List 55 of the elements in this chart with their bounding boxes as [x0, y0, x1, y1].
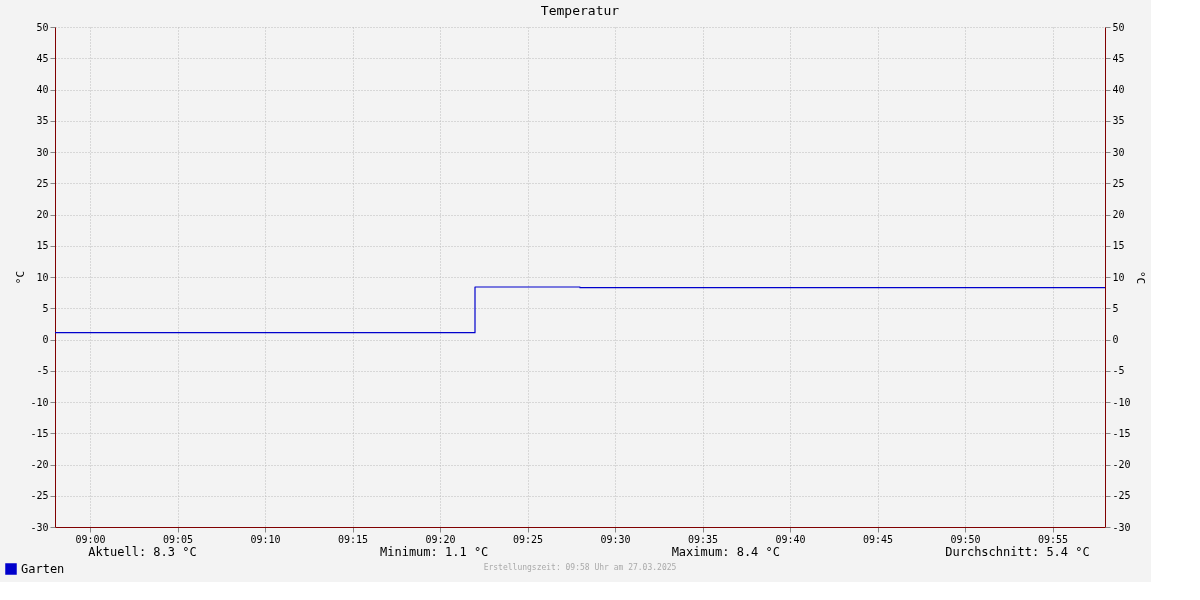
legend-label: Garten: [21, 562, 65, 576]
y-tick-label: 5: [42, 302, 49, 314]
y-tick-label: -5: [36, 365, 49, 377]
y2-tick-label: 30: [1112, 146, 1125, 158]
x-tick-label: 09:20: [425, 533, 456, 545]
y-tick-label: -15: [30, 427, 49, 439]
y2-tick-label: -20: [1112, 459, 1131, 470]
y2-tick-label: -15: [1112, 427, 1131, 439]
x-tick-label: 09:50: [950, 533, 981, 545]
y2-tick-label: 0: [1112, 334, 1119, 345]
chart-title: Temperatur: [540, 3, 620, 18]
y-tick-label: 0: [42, 334, 49, 345]
y-tick-label: -30: [30, 521, 49, 533]
x-tick-label: 09:00: [75, 533, 106, 545]
y-tick-label: 25: [36, 177, 49, 189]
y-tick-label: -10: [30, 396, 49, 408]
x-tick-label: 09:35: [687, 533, 719, 545]
y-tick-label: 45: [36, 52, 49, 64]
y2-tick-label: 35: [1112, 115, 1125, 127]
y2-tick-label: 5: [1112, 302, 1119, 314]
y2-tick-label: 10: [1112, 271, 1125, 283]
y-tick-label: -25: [30, 490, 49, 502]
x-tick-label: 09:45: [862, 533, 894, 545]
y2-tick-label: -10: [1112, 396, 1131, 408]
x-tick-label: 09:10: [250, 533, 281, 545]
y-tick-label: 10: [36, 271, 49, 283]
y2-tick-label: 40: [1112, 84, 1125, 95]
y2-axis-title: °C: [1133, 270, 1147, 285]
x-tick-label: 09:40: [775, 533, 806, 545]
y-tick-label: 15: [36, 240, 49, 252]
x-tick-label: 09:30: [600, 533, 631, 545]
x-tick-label: 09:05: [162, 533, 194, 545]
y2-tick-label: -5: [1112, 365, 1125, 377]
y2-tick-label: -25: [1112, 490, 1131, 502]
text: Erstellungszeit: 09:58 Uhr am 27.03.2025: [483, 563, 677, 572]
text: Durchschnitt: 5.4 °C: [945, 545, 1090, 559]
y-tick-label: 50: [36, 21, 49, 33]
y-tick-label: 20: [36, 209, 49, 220]
x-tick-label: 09:15: [337, 533, 369, 545]
y2-tick-label: -30: [1112, 521, 1131, 533]
y2-tick-label: 20: [1112, 209, 1125, 220]
text: Minimum: 1.1 °C: [379, 545, 489, 559]
y-tick-label: 40: [36, 84, 49, 95]
text: Aktuell: 8.3 °C: [88, 545, 197, 559]
x-tick-label: 09:25: [512, 533, 544, 545]
y2-tick-label: 50: [1112, 21, 1125, 33]
x-tick-label: 09:55: [1037, 533, 1069, 545]
y-tick-label: 30: [36, 146, 49, 158]
y-tick-label: 35: [36, 115, 49, 127]
y2-tick-label: 25: [1112, 177, 1125, 189]
y2-tick-label: 45: [1112, 52, 1125, 64]
y-tick-label: -20: [30, 459, 49, 470]
y-axis-title: °C: [14, 270, 28, 285]
y2-tick-label: 15: [1112, 240, 1125, 252]
text: Maximum: 8.4 °C: [671, 545, 781, 559]
